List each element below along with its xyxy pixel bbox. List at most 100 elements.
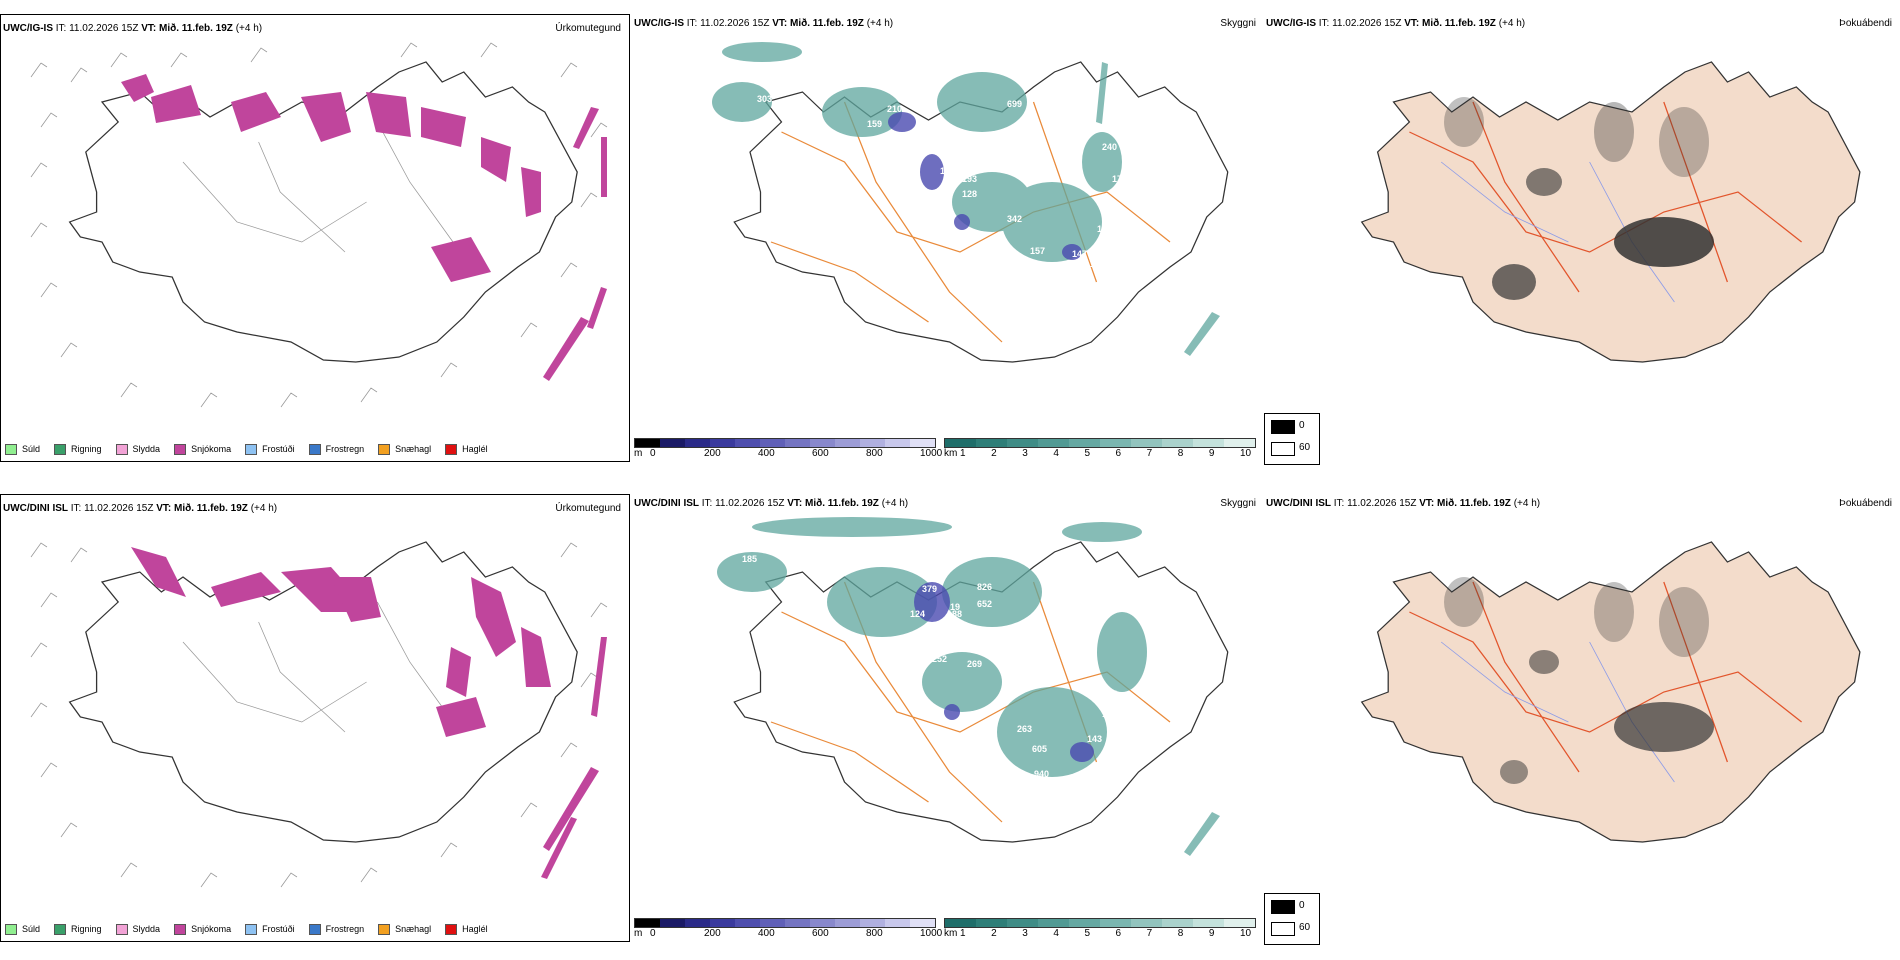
- legend-swatch: [245, 923, 258, 935]
- fog-legend-high: 0: [1299, 420, 1305, 431]
- lead-time: (+4 h): [881, 498, 909, 509]
- valid-time: VT: Mið. 11.feb. 19Z: [156, 503, 248, 514]
- colorbar-segment: [685, 439, 710, 447]
- colorbar-segment: [1100, 439, 1131, 447]
- cloudbase-unit: m: [634, 448, 643, 459]
- legend-item: Snæhagl: [378, 923, 431, 935]
- fog-legend-high: 0: [1299, 900, 1305, 911]
- legend-item: Haglél: [445, 923, 488, 935]
- cloud-base-label: 213: [882, 134, 897, 144]
- panel-title: Úrkomutegund: [555, 503, 621, 514]
- colorbar-segment: [635, 919, 660, 927]
- init-time: IT: 11.02.2026 15Z: [1333, 498, 1417, 509]
- legend-label: Súld: [22, 924, 41, 934]
- cloud-base-label: 198: [782, 554, 797, 564]
- cloud-base-label: 128: [962, 189, 977, 199]
- panel-header: UWC/IG-IS IT: 11.02.2026 15Z VT: Mið. 11…: [3, 23, 625, 39]
- colorbar-segment: [785, 439, 810, 447]
- colorbar-tick: 200: [704, 448, 721, 459]
- visibility-bar: [944, 918, 1256, 928]
- cloud-base-label: 826: [977, 582, 992, 592]
- cloud-base-label: 228: [922, 204, 937, 214]
- colorbar-tick: 400: [758, 448, 775, 459]
- cloud-base-label: 119: [1102, 199, 1117, 209]
- fog-map[interactable]: [1264, 32, 1900, 432]
- legend-swatch: [174, 923, 187, 935]
- legend-swatch: [174, 443, 187, 455]
- colorbar-segment: [945, 439, 976, 447]
- colorbar-segment: [1193, 439, 1224, 447]
- colorbar-tick: 5: [1084, 448, 1090, 459]
- colorbar-segment: [1131, 919, 1162, 927]
- valid-time: VT: Mið. 11.feb. 19Z: [1404, 18, 1496, 29]
- colorbar-segment: [785, 919, 810, 927]
- legend-label: Frostúði: [262, 924, 295, 934]
- colorbar-segment: [1224, 919, 1255, 927]
- visibility-panel: UWC/IG-IS IT: 11.02.2026 15Z VT: Mið. 11…: [632, 10, 1264, 480]
- colorbar-tick: 6: [1115, 448, 1122, 459]
- legend-swatch: [445, 443, 458, 455]
- fog-legend: 0 60: [1264, 413, 1320, 465]
- precip-type-panel: UWC/IG-IS IT: 11.02.2026 15Z VT: Mið. 11…: [0, 10, 632, 480]
- colorbar-segment: [1069, 439, 1100, 447]
- lead-time: (+4 h): [1498, 18, 1526, 29]
- panel-title: Þokuábendi: [1839, 18, 1892, 29]
- cloud-base-label: 365: [1037, 282, 1052, 292]
- cloud-base-label: 302: [1002, 674, 1017, 684]
- fog-areas: [1444, 577, 1714, 784]
- lead-time: (+4 h): [866, 18, 894, 29]
- cloud-base-label: 143: [1087, 734, 1102, 744]
- cloud-base-label: 192: [940, 166, 955, 176]
- precip-map[interactable]: [1, 517, 629, 917]
- colorbar-segment: [660, 439, 685, 447]
- colorbar-tick: 10: [1240, 928, 1252, 939]
- cloud-base-label: 254: [1057, 119, 1072, 129]
- colorbar-segment: [835, 439, 860, 447]
- panel-header: UWC/DINI ISL IT: 11.02.2026 15Z VT: Mið.…: [634, 498, 1260, 514]
- colorbar-tick: 5: [1084, 928, 1090, 939]
- colorbar-segment: [1038, 439, 1069, 447]
- visibility-unit: km: [944, 928, 958, 939]
- legend-label: Snæhagl: [395, 444, 432, 454]
- legend-swatch: [308, 923, 321, 935]
- colorbar-segment: [1162, 919, 1193, 927]
- colorbar-segment: [910, 919, 935, 927]
- precip-legend: Súld Rigning Slydda Snjókoma Frostúði Frostre…: [5, 921, 502, 937]
- cloud-base-label: 379: [922, 584, 937, 594]
- cloud-base-label: 157: [1030, 246, 1045, 256]
- legend-item: Snjókoma: [174, 923, 231, 935]
- fog-legend-high-swatch: [1271, 900, 1295, 914]
- colorbar-tick: 1000: [920, 928, 943, 939]
- low-cloud-areas: [888, 112, 1082, 260]
- cloud-base-label: 940: [1034, 769, 1049, 779]
- visibility-map[interactable]: 303 210 159 259 699 254 240 213 192 193 128 228 342 1…: [632, 32, 1264, 432]
- precip-map[interactable]: [1, 37, 629, 437]
- colorbar-segment: [1069, 919, 1100, 927]
- legend-item: Haglél: [445, 443, 488, 455]
- model-name: UWC/IG-IS: [1266, 18, 1316, 29]
- legend-swatch: [445, 923, 458, 935]
- colorbar-tick: 0: [650, 448, 656, 459]
- visibility-areas: [712, 42, 1220, 356]
- fog-map[interactable]: [1264, 512, 1900, 912]
- colorbar-segment: [760, 439, 785, 447]
- cloud-base-label: 38: [962, 629, 972, 639]
- cloud-base-label: 257: [1172, 659, 1187, 669]
- colorbar-segment: [1007, 439, 1038, 447]
- cloudbase-unit: m: [634, 928, 643, 939]
- colorbar-segment: [860, 919, 885, 927]
- colorbar-tick: 2: [991, 448, 997, 459]
- colorbar-tick: 7: [1146, 928, 1153, 939]
- model-name: UWC/DINI ISL: [3, 503, 68, 514]
- colorbar-tick: 3: [1022, 448, 1028, 459]
- cloud-base-label: 124: [910, 609, 925, 619]
- colorbar-tick: 9: [1208, 448, 1215, 459]
- colorbar-segment: [1131, 439, 1162, 447]
- legend-item: Súld: [5, 443, 40, 455]
- cloud-base-label: 731: [1092, 586, 1107, 596]
- cloud-base-label: 240: [1102, 142, 1117, 152]
- precip-map-frame: UWC/IG-IS IT: 11.02.2026 15Z VT: Mið. 11…: [0, 14, 630, 462]
- colorbar-segment: [735, 439, 760, 447]
